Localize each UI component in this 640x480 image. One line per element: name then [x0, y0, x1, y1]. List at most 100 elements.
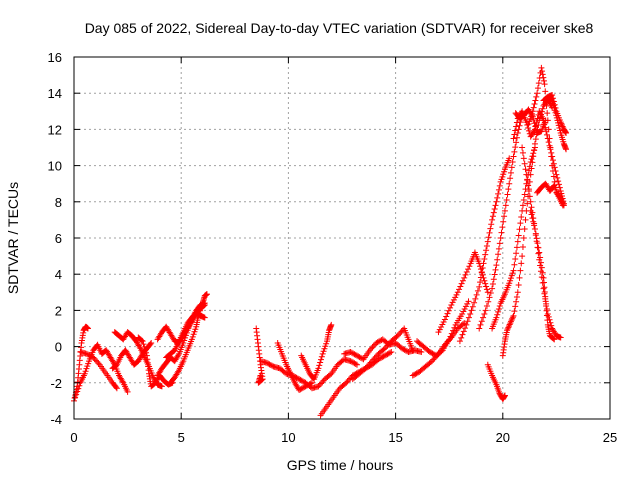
data-point — [296, 387, 303, 394]
data-point — [499, 224, 506, 231]
data-point — [485, 298, 492, 305]
data-point — [299, 384, 306, 391]
data-point — [466, 263, 473, 270]
data-point — [460, 308, 467, 315]
data-point — [545, 139, 552, 146]
data-point — [495, 245, 502, 252]
data-point — [528, 211, 535, 218]
data-point — [113, 384, 120, 391]
data-point — [525, 127, 532, 134]
data-point — [448, 330, 455, 337]
data-point — [494, 311, 501, 318]
data-point — [549, 168, 556, 175]
data-point — [531, 120, 538, 127]
data-point — [374, 352, 381, 359]
data-point — [498, 176, 505, 183]
data-point — [354, 352, 361, 359]
data-point — [522, 216, 529, 223]
data-point — [462, 271, 469, 278]
data-point — [465, 298, 472, 305]
data-point — [201, 314, 208, 321]
data-point — [533, 235, 540, 242]
data-point — [440, 318, 447, 325]
data-point — [299, 378, 306, 385]
data-point — [483, 283, 490, 290]
y-tick-label: 8 — [55, 195, 62, 210]
data-point — [472, 295, 479, 302]
data-point — [459, 321, 466, 328]
data-point — [477, 274, 484, 281]
data-point — [532, 123, 539, 130]
data-point — [460, 328, 467, 335]
data-point — [81, 370, 88, 377]
data-point — [83, 350, 90, 357]
data-point — [439, 321, 446, 328]
data-point — [532, 230, 539, 237]
data-point — [529, 113, 536, 120]
data-point — [371, 355, 378, 362]
data-point — [379, 354, 386, 361]
data-point — [506, 321, 513, 328]
data-point — [520, 196, 527, 203]
data-point — [554, 174, 561, 181]
data-point — [506, 280, 513, 287]
data-point — [503, 196, 510, 203]
data-point — [486, 229, 493, 236]
data-point — [95, 360, 102, 367]
data-point — [507, 320, 514, 327]
data-point — [303, 382, 310, 389]
data-point — [269, 362, 276, 369]
data-point — [518, 260, 525, 267]
data-point — [538, 64, 545, 71]
data-point — [354, 361, 361, 368]
data-point — [495, 186, 502, 193]
data-point — [510, 135, 517, 142]
data-point — [481, 277, 488, 284]
data-point — [509, 270, 516, 277]
data-point — [483, 303, 490, 310]
data-point — [306, 381, 313, 388]
data-point — [351, 351, 358, 358]
data-point — [480, 314, 487, 321]
data-point — [513, 139, 520, 146]
data-point — [495, 190, 502, 197]
data-point — [514, 238, 521, 245]
data-point — [449, 299, 456, 306]
data-point — [505, 324, 512, 331]
data-point — [328, 321, 335, 328]
data-point — [91, 355, 98, 362]
data-point — [552, 105, 559, 112]
data-point — [459, 331, 466, 338]
data-point — [511, 148, 518, 155]
data-point — [450, 327, 457, 334]
data-point — [540, 74, 547, 81]
data-point — [481, 255, 488, 262]
data-point — [555, 178, 562, 185]
data-point — [190, 331, 197, 338]
data-point — [476, 325, 483, 332]
data-point — [532, 136, 539, 143]
data-point — [549, 157, 556, 164]
y-tick-label: -4 — [50, 412, 62, 427]
data-point — [549, 92, 556, 99]
data-point — [534, 85, 541, 92]
data-point — [345, 376, 352, 383]
data-point — [72, 394, 79, 401]
data-point — [499, 173, 506, 180]
data-point — [461, 274, 468, 281]
data-point — [488, 221, 495, 228]
data-point — [180, 339, 187, 346]
data-point — [540, 285, 547, 292]
data-point — [529, 159, 536, 166]
data-point — [524, 122, 531, 129]
data-point — [266, 361, 273, 368]
data-point — [493, 314, 500, 321]
data-point — [378, 354, 385, 361]
data-point — [512, 255, 519, 262]
y-tick-label: 16 — [48, 50, 62, 65]
data-point — [493, 198, 500, 205]
data-point — [462, 303, 469, 310]
data-point — [350, 359, 357, 366]
data-point — [86, 352, 93, 359]
data-point — [318, 353, 325, 360]
